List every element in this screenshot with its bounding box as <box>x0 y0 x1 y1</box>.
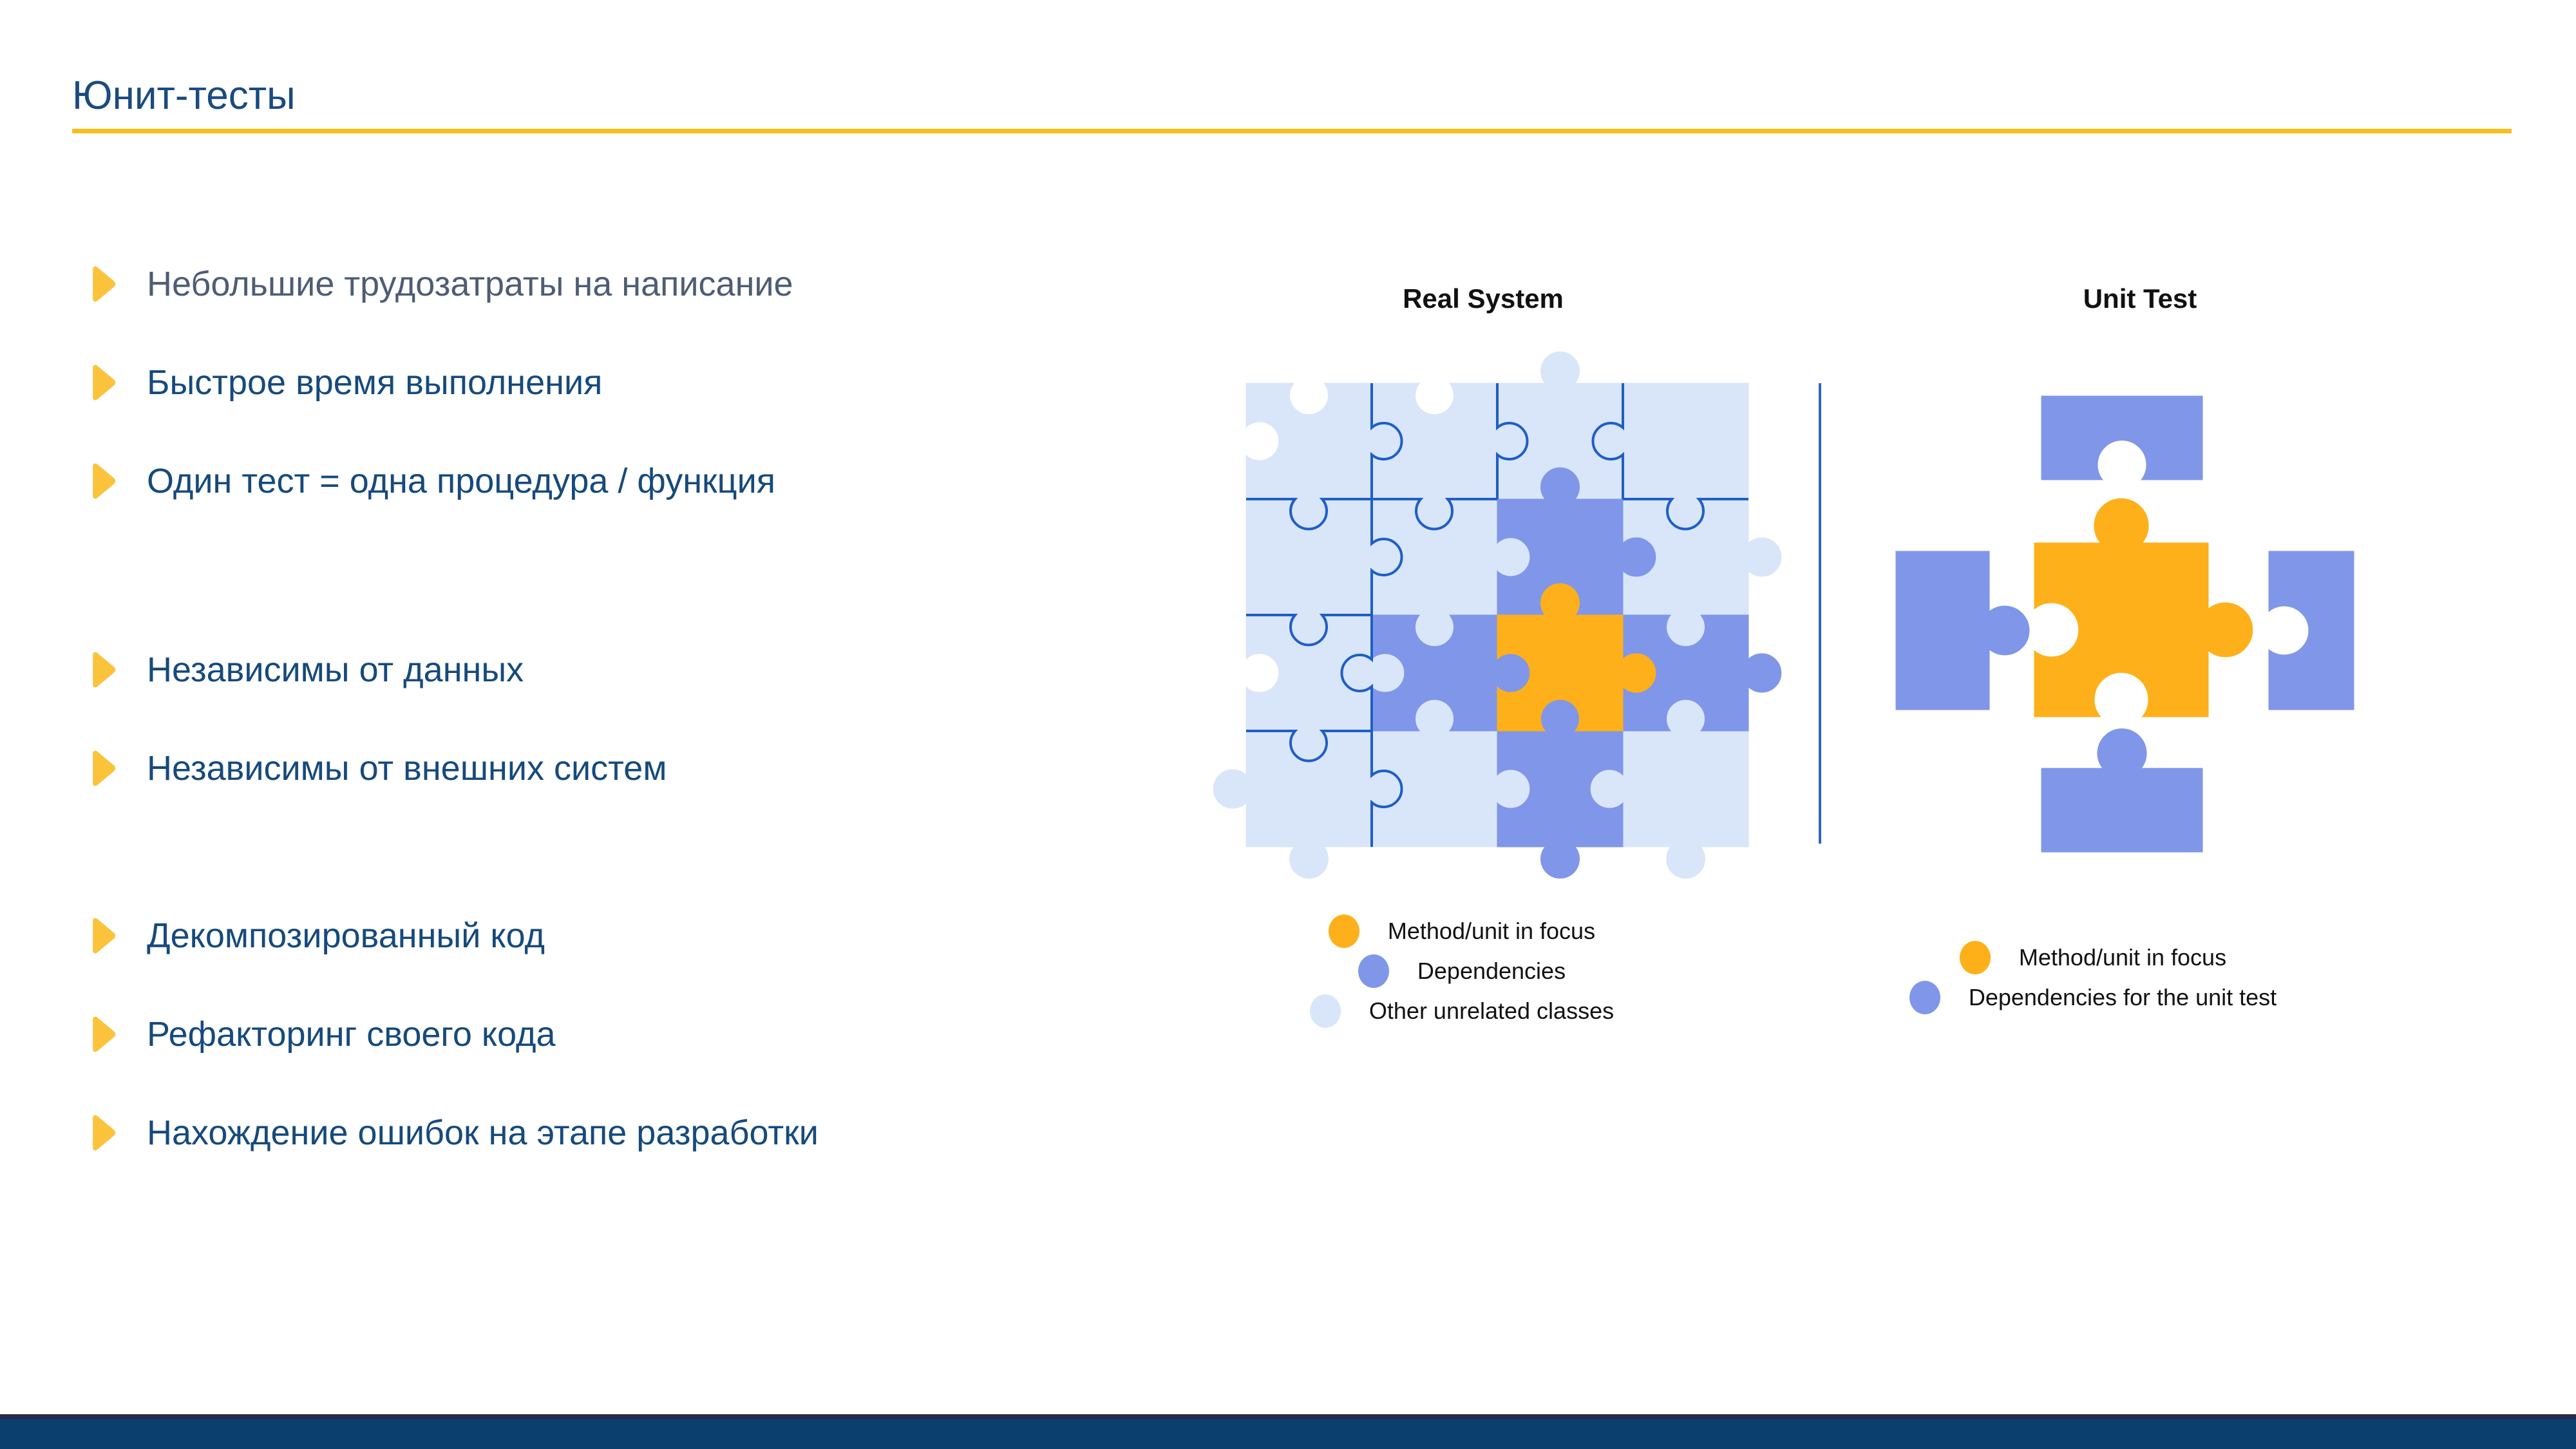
bullet-arrow-icon <box>90 749 117 788</box>
bullet-label: Независимы от данных <box>147 650 524 689</box>
footer-bar <box>0 1419 2576 1449</box>
bullet-arrow-icon <box>90 1113 117 1152</box>
puzzle-piece-lightblue <box>1213 730 1372 879</box>
bullet-label: Небольшие трудозатраты на написание <box>147 265 793 303</box>
bullet-item: Быстрое время выполнения <box>90 359 602 406</box>
page-title: Юнит-тесты <box>72 73 296 118</box>
diagram-divider <box>1819 383 1821 844</box>
bullet-item: Рефакторинг своего кода <box>90 1011 556 1057</box>
legend-row: Method/unit in focus <box>1262 911 1662 951</box>
legend-dot-icon <box>1358 954 1389 988</box>
puzzle-piece-lightblue <box>1622 383 1749 500</box>
footer-accent-line <box>0 1414 2576 1419</box>
puzzle-piece-lightblue <box>1245 383 1372 500</box>
bullet-label: Рефакторинг своего кода <box>147 1015 556 1054</box>
bullet-item: Один тест = одна процедура / функция <box>90 458 775 504</box>
real-system-puzzle-diagram <box>1213 351 1782 879</box>
bullet-label: Нахождение ошибок на этапе разработки <box>147 1113 819 1152</box>
legend-row: Dependencies <box>1262 951 1662 991</box>
legend-row: Other unrelated classes <box>1262 991 1662 1031</box>
bullet-item: Нахождение ошибок на этапе разработки <box>90 1110 819 1156</box>
real-system-label: Real System <box>1403 283 1564 314</box>
legend-dot-icon <box>1909 981 1940 1014</box>
unit-test-label: Unit Test <box>2083 283 2197 314</box>
bullet-label: Декомпозированный код <box>147 916 545 955</box>
puzzle-piece-purple <box>2041 728 2203 853</box>
bullet-item: Декомпозированный код <box>90 913 545 959</box>
legend-label: Dependencies for the unit test <box>1968 984 2277 1010</box>
legend-label: Dependencies <box>1417 958 1566 984</box>
bullet-arrow-icon <box>90 462 117 500</box>
bullet-item: Независимы от внешних систем <box>90 745 667 791</box>
bullet-label: Один тест = одна процедура / функция <box>147 462 776 500</box>
legend-label: Method/unit in focus <box>1387 918 1596 944</box>
bullet-arrow-icon <box>90 1015 117 1054</box>
legend-dot-icon <box>1959 941 1991 974</box>
puzzle-piece-purple <box>2268 551 2354 710</box>
puzzle-piece-purple <box>2041 395 2203 480</box>
legend-label: Other unrelated classes <box>1368 998 1615 1024</box>
puzzle-piece-purple <box>1895 551 2030 710</box>
puzzle-piece-orange <box>1497 583 1656 732</box>
legend-row: Method/unit in focus <box>1887 938 2299 978</box>
bullet-label: Быстрое время выполнения <box>147 363 603 402</box>
bullet-item: Небольшие трудозатраты на написание <box>90 261 793 307</box>
puzzle-seam-line <box>1496 383 1529 499</box>
legend-dot-icon <box>1309 994 1341 1028</box>
puzzle-seam-line <box>1246 498 1497 531</box>
legend-dot-icon <box>1328 914 1359 948</box>
puzzle-seam-line <box>1623 498 1748 531</box>
bullet-label: Независимы от внешних систем <box>147 749 667 788</box>
puzzle-seam-line <box>1246 614 1372 647</box>
unit-test-puzzle-diagram <box>1895 395 2354 853</box>
puzzle-seam-line <box>1591 383 1624 499</box>
bullet-arrow-icon <box>90 265 117 303</box>
legend-row: Dependencies for the unit test <box>1887 978 2299 1018</box>
puzzle-piece-lightblue <box>1245 498 1372 616</box>
bullet-arrow-icon <box>90 916 117 955</box>
bullet-arrow-icon <box>90 650 117 689</box>
title-rule <box>72 129 2512 133</box>
puzzle-piece-orange <box>2034 498 2253 717</box>
bullet-arrow-icon <box>90 363 117 402</box>
real-system-legend: Method/unit in focus Dependencies Other … <box>1262 911 1662 1031</box>
puzzle-seam-line <box>1246 730 1372 762</box>
unit-test-legend: Method/unit in focus Dependencies for th… <box>1887 938 2299 1018</box>
puzzle-piece-lightblue <box>1371 383 1498 500</box>
bullet-list: Небольшие трудозатраты на написание Быст… <box>90 0 1185 1449</box>
bullet-item: Независимы от данных <box>90 647 524 693</box>
legend-label: Method/unit in focus <box>2018 944 2227 971</box>
